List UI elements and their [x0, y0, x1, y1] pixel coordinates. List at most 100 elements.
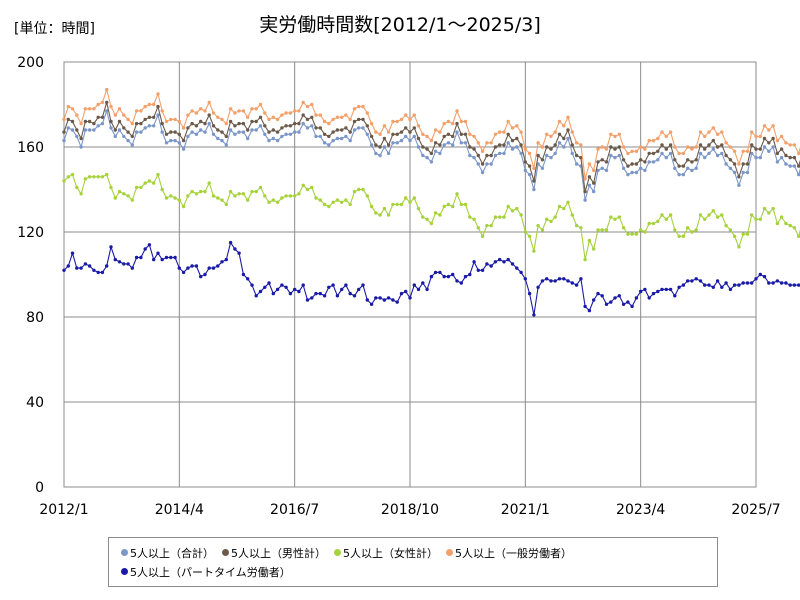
- data-point: [181, 204, 186, 209]
- data-point: [79, 192, 83, 196]
- data-point: [177, 266, 181, 270]
- data-point: [762, 136, 767, 141]
- data-point: [779, 147, 784, 151]
- data-point: [592, 168, 596, 173]
- data-point: [87, 119, 92, 124]
- data-point: [408, 138, 412, 143]
- data-point: [258, 185, 263, 190]
- data-point: [613, 217, 617, 221]
- data-point: [70, 119, 75, 124]
- data-point: [301, 183, 305, 187]
- data-point: [703, 134, 707, 139]
- data-point: [515, 145, 519, 149]
- data-point: [211, 124, 216, 128]
- data-point: [66, 175, 71, 179]
- data-point: [147, 102, 152, 107]
- data-point: [536, 141, 540, 145]
- data-point: [70, 128, 75, 132]
- data-point: [545, 217, 549, 221]
- data-point: [113, 134, 118, 139]
- data-point: [758, 272, 762, 277]
- data-point: [357, 126, 361, 130]
- data-point: [502, 151, 506, 156]
- data-point: [455, 130, 459, 134]
- data-point: [600, 158, 604, 162]
- data-point: [613, 134, 617, 139]
- data-point: [130, 266, 134, 270]
- data-point: [216, 196, 220, 200]
- data-point: [412, 196, 416, 200]
- data-point: [446, 132, 451, 136]
- data-point: [113, 128, 118, 132]
- data-point: [779, 215, 784, 219]
- data-point: [455, 109, 459, 113]
- data-point: [156, 113, 160, 117]
- data-point: [771, 281, 775, 285]
- data-point: [382, 124, 387, 128]
- series-3: [62, 172, 800, 262]
- data-point: [442, 143, 446, 147]
- data-point: [489, 153, 493, 158]
- data-point: [254, 189, 258, 194]
- data-point: [583, 257, 587, 262]
- data-point: [562, 277, 566, 281]
- data-point: [305, 187, 310, 192]
- data-point: [750, 281, 754, 285]
- x-tick-label: 2021/1: [501, 502, 550, 518]
- data-point: [596, 291, 600, 296]
- series-1: [62, 108, 800, 202]
- data-point: [506, 119, 510, 124]
- data-point: [271, 115, 275, 120]
- data-point: [698, 130, 703, 134]
- data-point: [109, 104, 113, 109]
- data-point: [126, 117, 130, 122]
- data-point: [707, 143, 711, 147]
- data-point: [139, 185, 143, 190]
- data-point: [271, 128, 275, 132]
- data-point: [134, 121, 139, 126]
- data-point: [451, 204, 455, 209]
- legend-label: 5人以上（パートタイム労働者）: [130, 565, 291, 579]
- data-point: [416, 206, 421, 211]
- data-point: [532, 187, 536, 192]
- data-point: [510, 147, 515, 151]
- data-point: [70, 251, 75, 255]
- data-point: [438, 270, 442, 275]
- data-point: [293, 109, 297, 113]
- data-point: [331, 283, 335, 287]
- data-point: [468, 132, 472, 136]
- data-point: [203, 189, 207, 194]
- data-point: [724, 281, 728, 285]
- data-point: [181, 138, 186, 143]
- data-point: [156, 104, 160, 109]
- data-point: [472, 147, 476, 151]
- data-point: [741, 162, 745, 166]
- legend-marker-icon: [334, 549, 341, 556]
- data-point: [404, 134, 408, 139]
- data-point: [549, 279, 553, 283]
- data-point: [472, 155, 476, 160]
- data-point: [698, 151, 703, 156]
- data-point: [480, 170, 485, 175]
- data-point: [62, 268, 66, 272]
- data-point: [660, 143, 664, 147]
- data-point: [720, 143, 724, 147]
- data-point: [280, 134, 284, 139]
- data-point: [472, 217, 476, 221]
- data-point: [673, 228, 677, 232]
- data-point: [181, 270, 186, 275]
- data-point: [263, 111, 267, 115]
- data-point: [651, 160, 656, 164]
- data-point: [698, 213, 703, 217]
- series-5: [62, 240, 800, 317]
- data-point: [502, 130, 506, 134]
- data-point: [254, 119, 258, 124]
- data-point: [634, 296, 639, 300]
- data-point: [92, 175, 96, 179]
- data-point: [609, 215, 613, 219]
- data-point: [186, 134, 190, 139]
- data-point: [267, 200, 271, 204]
- data-point: [566, 128, 570, 132]
- data-point: [690, 230, 694, 234]
- data-point: [139, 121, 143, 126]
